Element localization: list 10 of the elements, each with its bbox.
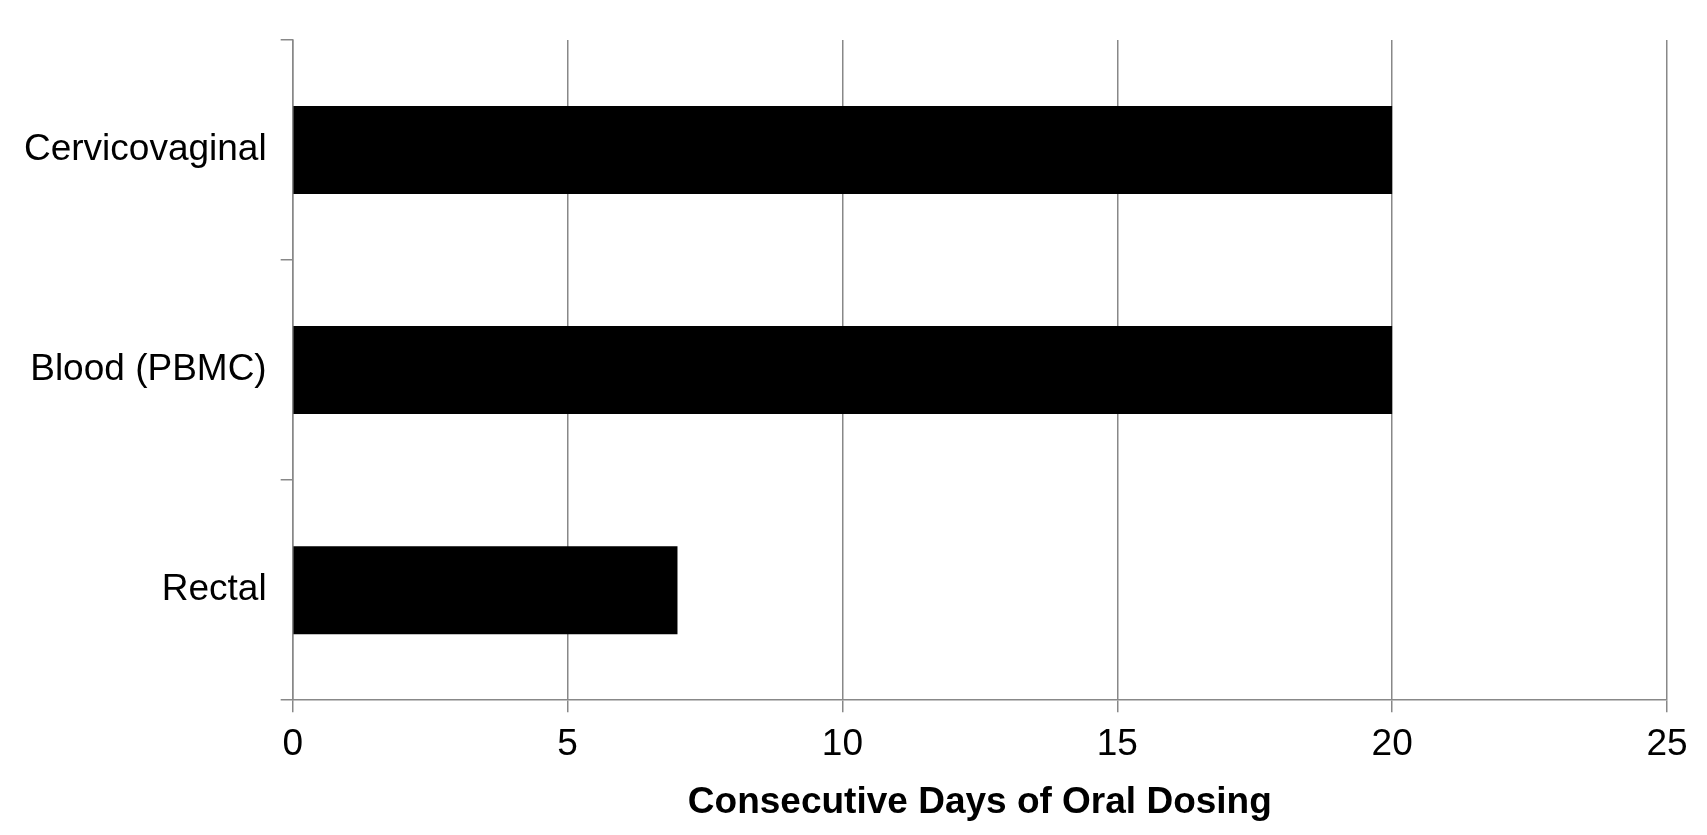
x-tick-label: 15 <box>1096 721 1138 763</box>
x-axis-title: Consecutive Days of Oral Dosing <box>687 780 1272 821</box>
x-tick-label: 25 <box>1646 721 1688 763</box>
y-tick-label: Rectal <box>161 567 267 609</box>
x-tick-label: 0 <box>282 721 303 763</box>
x-tick-label: 5 <box>557 721 578 763</box>
x-tick-label: 10 <box>821 721 863 763</box>
x-tick-label: 20 <box>1371 721 1413 763</box>
y-tick-label: Cervicovaginal <box>24 127 267 169</box>
y-tick-label: Blood (PBMC) <box>30 347 267 389</box>
